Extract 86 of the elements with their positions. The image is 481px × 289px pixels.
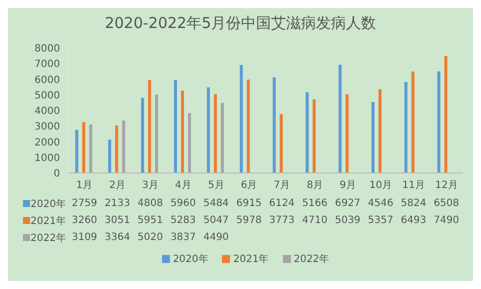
bar: [312, 99, 316, 173]
bar: [108, 140, 112, 173]
data-label: 2759: [70, 198, 98, 209]
x-tick-label: 7月: [274, 180, 290, 192]
data-label: 6927: [334, 198, 362, 209]
data-label: 5166: [301, 198, 329, 209]
bar: [346, 94, 349, 173]
data-label: 4808: [136, 198, 164, 209]
y-tick-label: 7000: [34, 59, 60, 70]
bar: [240, 64, 243, 173]
x-tick-label: 5月: [208, 180, 224, 192]
x-tick-label: 9月: [340, 180, 356, 192]
data-label: 3051: [104, 215, 132, 226]
bar: [280, 114, 283, 173]
data-label: 7490: [432, 215, 460, 226]
x-tick-label: 3月: [142, 180, 158, 192]
y-tick-label: 0: [54, 168, 60, 180]
bar: [148, 80, 152, 173]
data-label: 5039: [334, 215, 362, 226]
bar: [174, 80, 177, 173]
data-label: 5357: [366, 215, 394, 226]
y-tick-label: 1000: [34, 152, 60, 164]
data-label: 6508: [432, 198, 460, 209]
bar: [306, 92, 309, 173]
data-label: 5047: [202, 215, 230, 226]
chart-title: 2020-2022年5月份中国艾滋病发病人数: [104, 14, 378, 33]
bar: [411, 72, 414, 173]
y-tick-label: 4000: [34, 106, 60, 118]
data-label: 6493: [400, 215, 428, 226]
y-tick-label: 8000: [34, 44, 60, 55]
x-tick-label: 11月: [402, 180, 425, 192]
data-label: 3837: [169, 232, 197, 243]
data-label: 5960: [169, 198, 197, 209]
text: 2021年: [233, 254, 269, 265]
data-label: 5978: [235, 215, 263, 226]
data-label: 4490: [202, 232, 230, 243]
x-tick-label: 2月: [109, 180, 126, 192]
bar: [214, 94, 217, 173]
text: 2022年: [294, 254, 330, 265]
bar: [378, 89, 382, 173]
bar: [115, 125, 118, 173]
data-label: 3109: [70, 232, 98, 243]
data-label: 4546: [366, 198, 394, 209]
data-label: 3364: [104, 232, 132, 243]
bar: [246, 80, 250, 173]
data-label: 5484: [202, 198, 230, 209]
bar: [89, 124, 92, 173]
x-tick-label: 10月: [369, 180, 392, 192]
data-label: 5283: [169, 215, 197, 226]
legend-label: 2020年: [30, 198, 67, 210]
y-tick-label: 6000: [34, 74, 60, 86]
data-label: 5951: [136, 215, 164, 226]
bar: [437, 71, 440, 173]
bar: [371, 102, 374, 173]
bar: [188, 113, 191, 173]
data-label: 5020: [136, 232, 164, 243]
x-tick-label: 4月: [175, 180, 192, 192]
data-label: 6124: [268, 198, 296, 209]
bar: [82, 122, 86, 173]
bar: [141, 98, 144, 173]
x-tick-label: 8月: [306, 180, 324, 192]
bar: [206, 87, 210, 173]
legend-label: 2021年: [30, 214, 67, 228]
bar: [444, 56, 448, 173]
x-tick-label: 6月: [240, 180, 258, 192]
bar: [122, 120, 126, 173]
bar: [180, 90, 184, 173]
bar: [75, 130, 78, 173]
bar: [272, 77, 276, 173]
data-label: 3773: [268, 215, 296, 226]
bar: [220, 102, 224, 173]
bar: [338, 64, 342, 173]
data-label: 4710: [301, 215, 329, 226]
x-tick-label: 1月: [76, 180, 93, 192]
y-tick-label: 3000: [34, 122, 60, 133]
y-tick-label: 2000: [34, 137, 60, 148]
data-label: 2133: [104, 198, 132, 209]
data-label: 3260: [70, 215, 98, 226]
legend-label: 2022年: [30, 232, 67, 244]
text: 2020年: [172, 254, 208, 265]
bar: [155, 94, 158, 173]
data-label: 6915: [235, 198, 263, 209]
y-tick-label: 5000: [34, 90, 60, 102]
x-tick-label: 12月: [435, 180, 458, 192]
bar: [404, 82, 408, 173]
data-label: 5824: [400, 198, 428, 209]
